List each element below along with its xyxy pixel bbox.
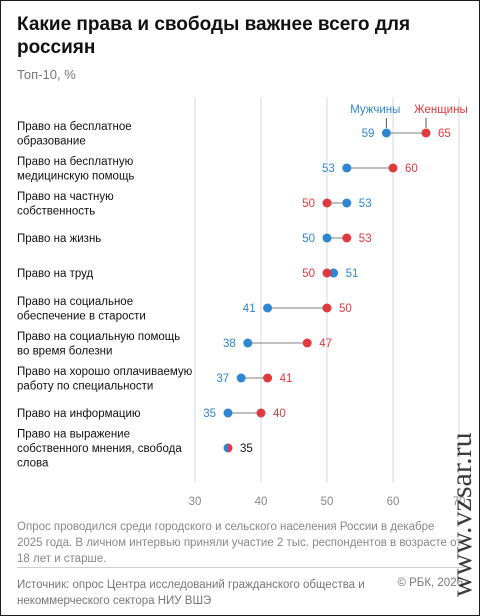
- dot-men: [381, 128, 391, 138]
- x-tick-label: 30: [189, 496, 202, 508]
- value-label-men: 50: [302, 233, 315, 245]
- dot-women: [256, 408, 266, 418]
- value-label-men: 35: [203, 408, 216, 420]
- x-tick-label: 50: [321, 496, 334, 508]
- dot-men: [342, 198, 352, 208]
- category-label: Право на социальную помощь во время болез…: [17, 331, 180, 358]
- value-label-women: 41: [280, 373, 293, 385]
- value-label-men: 53: [359, 198, 372, 210]
- dot-women: [421, 128, 431, 138]
- value-label-women: 50: [302, 268, 315, 280]
- value-label-men: 53: [322, 163, 335, 175]
- value-label-men: 51: [346, 268, 359, 280]
- dot-plot-chart: 30 40 50 60 70 Мужчины Женщины Право на бесплат…: [17, 97, 468, 508]
- value-label-women: 60: [405, 163, 418, 175]
- dot-men: [322, 233, 332, 243]
- dot-men: [263, 303, 273, 313]
- category-label: Право на социальное обеспечение в старост…: [17, 296, 146, 323]
- value-label-women: 47: [319, 338, 332, 350]
- category-label: Право на информацию: [17, 408, 141, 420]
- value-label-men: 59: [362, 128, 375, 140]
- x-tick-label: 40: [255, 496, 268, 508]
- watermark: www.vzsar.ru: [445, 432, 478, 597]
- dot-women: [342, 233, 352, 243]
- dot-women: [388, 163, 398, 173]
- value-label-men: 41: [243, 303, 256, 315]
- dot-women: [322, 268, 332, 278]
- svg-text:www.vzsar.ru: www.vzsar.ru: [445, 432, 478, 597]
- category-label: Право на частную собственность: [17, 191, 114, 218]
- dot-men: [223, 443, 228, 453]
- dot-women: [302, 338, 312, 348]
- x-tick-label: 60: [387, 496, 400, 508]
- source-text: Источник: опрос Центра исследований граж…: [17, 579, 365, 607]
- category-label: Право на жизнь: [17, 233, 101, 245]
- chart-subtitle: Топ-10, %: [17, 67, 76, 82]
- category-label: Право на труд: [17, 268, 93, 280]
- value-label-women: 53: [359, 233, 372, 245]
- dot-men: [329, 268, 339, 278]
- value-label-women: 50: [339, 303, 352, 315]
- survey-note: Опрос проводился среди городского и сель…: [17, 521, 462, 565]
- value-label-men: 38: [223, 338, 236, 350]
- dot-women: [228, 443, 233, 453]
- category-label: Право на бесплатное образование: [17, 121, 132, 148]
- category-label: Право на хорошо оплачиваемую работу по сп…: [17, 366, 193, 393]
- dot-men: [236, 373, 246, 383]
- category-label: Право на выражение собственного мнения, с…: [17, 429, 182, 470]
- chart-title: Какие права и свободы важнее всего для р…: [17, 14, 411, 58]
- x-tick-label: 70: [453, 496, 466, 508]
- legend-women: Женщины: [414, 104, 468, 116]
- footer-divider: [17, 567, 465, 568]
- dot-men: [342, 163, 352, 173]
- value-label-women: 65: [438, 128, 451, 140]
- dot-men: [223, 408, 233, 418]
- value-label: 35: [240, 443, 253, 455]
- dot-women: [322, 303, 332, 313]
- value-label-men: 37: [216, 373, 229, 385]
- category-label: Право на бесплатную медицинскую помощь: [17, 156, 134, 183]
- copyright-text: © РБК, 2026: [397, 577, 463, 589]
- legend-men: Мужчины: [350, 104, 400, 116]
- value-label-women: 40: [273, 408, 286, 420]
- dot-women: [322, 198, 332, 208]
- value-label-women: 50: [302, 198, 315, 210]
- dot-men: [243, 338, 253, 348]
- dot-women: [263, 373, 273, 383]
